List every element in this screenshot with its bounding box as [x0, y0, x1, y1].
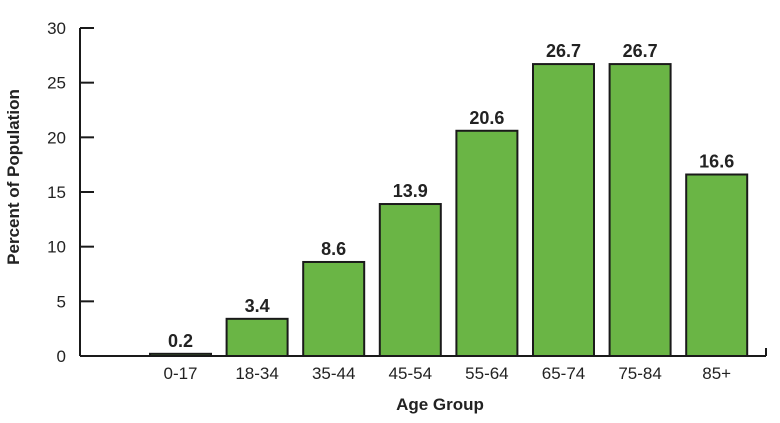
- x-axis-title: Age Group: [396, 395, 484, 414]
- x-tick-label-75-84: 75-84: [618, 364, 661, 383]
- y-axis: 0 5 10 15 20 25 30: [47, 19, 94, 366]
- x-tick-label-55-64: 55-64: [465, 364, 508, 383]
- bar-18-34: [225, 317, 289, 357]
- x-tick-label-45-54: 45-54: [389, 364, 432, 383]
- bar-65-74: [532, 63, 595, 358]
- x-tick-label-65-74: 65-74: [542, 364, 585, 383]
- bars: [149, 63, 749, 358]
- y-tick-label: 0: [57, 347, 66, 366]
- x-tick-label-18-34: 18-34: [235, 364, 278, 383]
- value-label-75-84: 26.7: [623, 41, 658, 61]
- bar-85+: [685, 173, 749, 357]
- bar-75-84: [608, 63, 672, 358]
- y-tick-label: 30: [47, 19, 66, 38]
- x-tick-label-35-44: 35-44: [312, 364, 355, 383]
- value-label-18-34: 3.4: [245, 296, 270, 316]
- y-tick-label: 20: [47, 128, 66, 147]
- value-label-55-64: 20.6: [469, 108, 504, 128]
- value-label-65-74: 26.7: [546, 41, 581, 61]
- y-tick-label: 25: [47, 74, 66, 93]
- bar-45-54: [378, 203, 442, 357]
- bar-0-17: [149, 352, 212, 357]
- y-tick-label: 15: [47, 183, 66, 202]
- bar-35-44: [302, 260, 366, 357]
- value-label-0-17: 0.2: [168, 331, 193, 351]
- y-axis-title: Percent of Population: [4, 89, 23, 265]
- y-tick-label: 5: [57, 292, 66, 311]
- x-tick-label-0-17: 0-17: [163, 364, 197, 383]
- value-labels: 0.2 3.4 8.6 13.9 20.6 26.7 26.7 16.6: [168, 41, 734, 351]
- bar-55-64: [455, 129, 519, 357]
- value-label-85+: 16.6: [699, 152, 734, 172]
- y-tick-label: 10: [47, 238, 66, 257]
- value-label-45-54: 13.9: [393, 181, 428, 201]
- value-label-35-44: 8.6: [321, 239, 346, 259]
- x-tick-label-85+: 85+: [702, 364, 731, 383]
